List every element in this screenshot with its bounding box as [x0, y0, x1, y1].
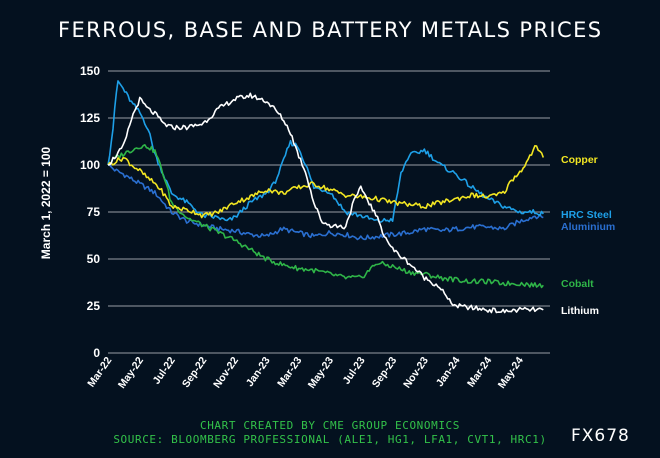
gridlines [108, 70, 550, 354]
x-tick-label: Jul-22 [151, 355, 178, 387]
x-tick-label: Sep-23 [370, 355, 400, 390]
x-tick-label: May-23 [306, 355, 336, 391]
y-axis-ticks: 0 25 50 75 100 125 150 [80, 64, 100, 360]
x-tick-label: Mar-23 [275, 355, 304, 390]
series-label-copper: Copper [561, 154, 598, 166]
series-label-cobalt: Cobalt [561, 278, 594, 290]
y-tick-label: 50 [87, 252, 101, 266]
x-tick-label: Jan-24 [434, 355, 463, 389]
x-tick-label: May-22 [116, 355, 146, 391]
y-tick-label: 0 [93, 346, 100, 360]
series-lines [107, 80, 545, 314]
series-line-hrc-steel [107, 80, 544, 223]
x-tick-label: Jan-23 [244, 355, 273, 389]
y-tick-label: 75 [87, 205, 101, 219]
x-axis-ticks: Mar-22 May-22 Jul-22 Sep-22 Nov-22 Jan-23 Mar-… [85, 355, 526, 391]
series-line-cobalt [107, 144, 544, 289]
series-line-aluminium [108, 164, 544, 241]
y-axis-label: March 1, 2022 = 100 [39, 146, 53, 259]
x-tick-label: May-24 [496, 355, 526, 391]
x-tick-label: Nov-22 [211, 355, 241, 391]
series-label-hrc-steel: HRC Steel [561, 209, 612, 221]
x-tick-label: Mar-24 [465, 355, 494, 390]
x-tick-label: Sep-22 [180, 355, 210, 390]
series-label-lithium: Lithium [561, 305, 599, 317]
series-label-aluminium: Aluminium [561, 221, 615, 233]
y-tick-label: 100 [80, 158, 100, 172]
x-tick-label: Mar-22 [85, 355, 114, 390]
watermark-code: FX678 [571, 426, 630, 446]
y-tick-label: 25 [87, 299, 101, 313]
series-line-copper [107, 145, 545, 219]
credit-line: CHART CREATED BY CME GROUP ECONOMICS [199, 419, 460, 432]
x-tick-label: Nov-23 [401, 355, 431, 391]
series-line-lithium [107, 92, 544, 314]
source-line: SOURCE: BLOOMBERG PROFESSIONAL (ALE1, HG… [113, 433, 547, 446]
y-tick-label: 150 [80, 64, 100, 78]
x-tick-label: Jul-23 [340, 355, 367, 387]
chart-title: FERROUS, BASE AND BATTERY METALS PRICES [58, 18, 603, 42]
y-tick-label: 125 [80, 111, 100, 125]
